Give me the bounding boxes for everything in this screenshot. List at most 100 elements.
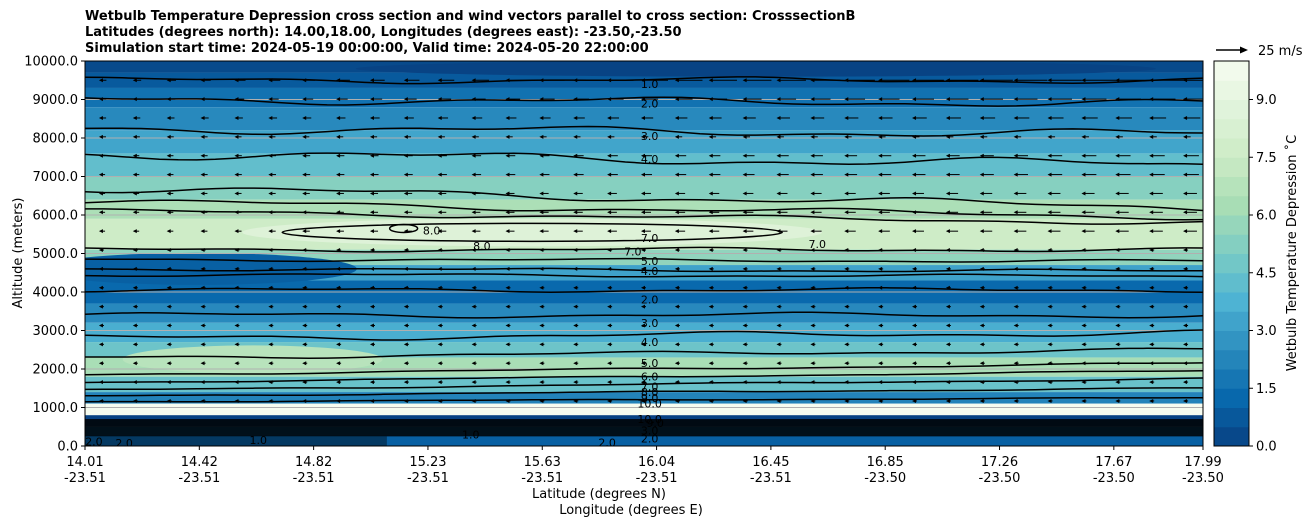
colorbar-segment	[1214, 349, 1249, 370]
wind-vector-head	[539, 210, 544, 215]
wind-vector-head	[742, 248, 747, 253]
wind-vector-head	[573, 361, 578, 366]
wind-vector-head	[166, 361, 171, 366]
wind-vector-head	[471, 78, 476, 83]
wind-vector-head	[1081, 342, 1086, 347]
wind-vector-head	[573, 153, 578, 158]
y-axis-label: Altitude (meters)	[11, 198, 26, 309]
wind-vector-head	[234, 172, 239, 177]
wind-vector-head	[98, 97, 103, 102]
wind-vector-head	[1115, 323, 1120, 328]
colorbar-segment	[1214, 195, 1249, 216]
wind-vector-head	[369, 285, 374, 290]
wind-vector-head	[810, 153, 815, 158]
wind-vector-head	[1183, 323, 1188, 328]
wind-vector-head	[369, 191, 374, 196]
wind-vector-head	[674, 191, 679, 196]
colorbar-segment	[1214, 272, 1249, 293]
surface-contour-block	[85, 436, 387, 446]
wind-vector-head	[369, 248, 374, 253]
y-tick-label: 8000.0	[33, 132, 79, 147]
wind-vector-head	[1013, 210, 1018, 215]
wind-vector-head	[166, 172, 171, 177]
wind-vector-head	[844, 210, 849, 215]
y-tick-label: 0.0	[57, 440, 78, 455]
wind-vector-head	[607, 134, 612, 139]
wind-vector-head	[403, 248, 408, 253]
wind-vector-head	[810, 304, 815, 309]
y-tick-label: 9000.0	[33, 93, 79, 108]
wind-vector-head	[1149, 78, 1154, 83]
colorbar-segment	[1214, 426, 1249, 447]
surface-contour-block	[85, 419, 1203, 437]
wind-vector-head	[437, 304, 442, 309]
y-tick-label: 5000.0	[33, 247, 79, 262]
wind-vector-head	[776, 115, 781, 120]
wind-vector-head	[403, 380, 408, 385]
wind-vector-head	[742, 342, 747, 347]
wind-vector-head	[369, 304, 374, 309]
wind-vector-head	[776, 266, 781, 271]
wind-vector-head	[166, 398, 171, 403]
wind-vector-head	[200, 153, 205, 158]
wind-vector-head	[302, 78, 307, 83]
wind-vector-head	[336, 134, 341, 139]
wind-vector-head	[505, 266, 510, 271]
wind-vector-head	[708, 398, 713, 403]
wind-vector-head	[810, 97, 815, 102]
wind-vector-head	[539, 266, 544, 271]
wind-vector-head	[878, 342, 883, 347]
wind-vector-head	[471, 380, 476, 385]
wind-vector-head	[742, 115, 747, 120]
wind-vector-head	[505, 210, 510, 215]
field-top-blob	[355, 61, 1156, 77]
wind-vector-head	[268, 191, 273, 196]
wind-vector-head	[302, 191, 307, 196]
wind-vector-head	[1183, 304, 1188, 309]
wind-vector-head	[200, 115, 205, 120]
wind-vector-head	[1149, 153, 1154, 158]
wind-vector-head	[200, 266, 205, 271]
wind-vector-head	[1047, 323, 1052, 328]
wind-vector-head	[878, 266, 883, 271]
wind-vector-head	[302, 248, 307, 253]
wind-vector-head	[607, 153, 612, 158]
wind-vector-head	[200, 97, 205, 102]
contour-label: 3.0	[641, 425, 659, 438]
wind-vector-head	[912, 398, 917, 403]
wind-vector-head	[166, 229, 171, 234]
wind-vector-head	[1081, 304, 1086, 309]
wind-vector-head	[878, 361, 883, 366]
wind-vector-head	[132, 210, 137, 215]
wind-vector-head	[641, 380, 645, 385]
wind-vector-head	[539, 191, 544, 196]
colorbar-segment	[1214, 80, 1249, 100]
wind-vector-head	[98, 342, 103, 347]
wind-vector-head	[98, 191, 103, 196]
wind-vector-head	[471, 304, 476, 309]
wind-vector-head	[471, 115, 476, 120]
wind-vector-head	[878, 210, 883, 215]
wind-vector-head	[1183, 78, 1188, 83]
contour-label: 7.0	[641, 232, 659, 245]
wind-vector-head	[200, 134, 205, 139]
wind-vector-head	[1013, 342, 1018, 347]
contour-label: 5.0	[641, 255, 659, 268]
wind-vector-head	[708, 304, 713, 309]
contour-label: 9.0	[641, 392, 659, 405]
wind-vector-head	[166, 115, 171, 120]
wind-vector-head	[1115, 342, 1120, 347]
wind-vector-head	[607, 172, 612, 177]
wind-vector-head	[878, 229, 883, 234]
wind-vector-head	[437, 78, 442, 83]
contour-line	[85, 199, 1203, 221]
wind-vector-head	[979, 210, 984, 215]
contour-line	[85, 257, 1203, 263]
wind-vector-head	[132, 78, 137, 83]
wind-vector-head	[912, 191, 917, 196]
wind-vector-head	[132, 398, 137, 403]
wind-vector-head	[268, 172, 273, 177]
wind-vector-head	[1149, 304, 1154, 309]
contour-label: 7.0	[641, 380, 659, 393]
wind-vector-head	[607, 304, 612, 309]
